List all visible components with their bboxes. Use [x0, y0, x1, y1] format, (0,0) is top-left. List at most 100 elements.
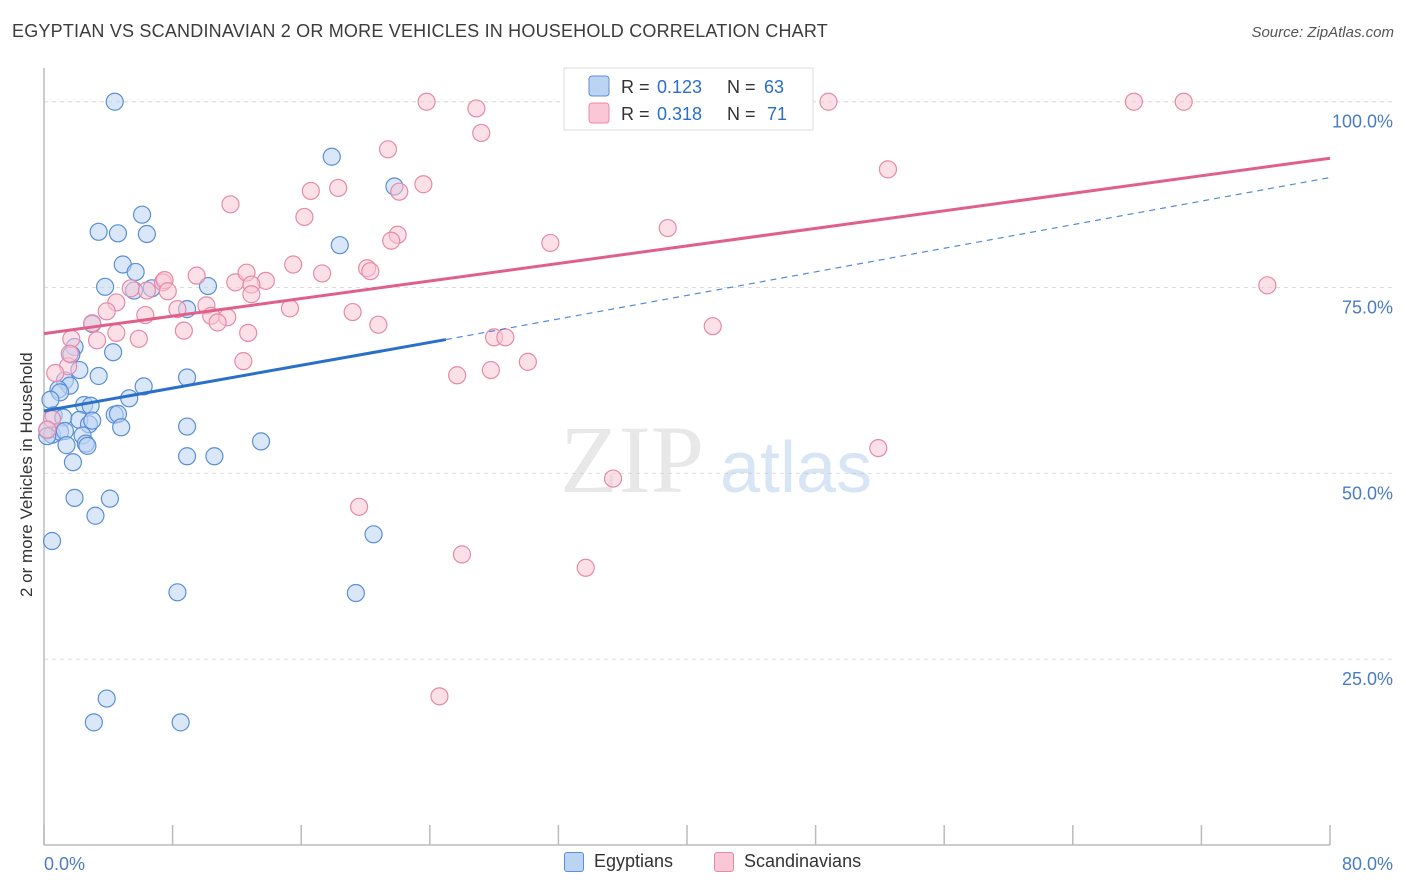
scandinavians-point: [417, 92, 436, 111]
scandinavians-point: [541, 233, 560, 253]
scandinavians-point: [448, 366, 467, 385]
x-tick-label-max: 80.0%: [1342, 854, 1393, 874]
legend-scandinavians-n-value: 71: [767, 104, 787, 124]
scandinavians-point: [369, 315, 388, 334]
scandinavians-point: [121, 279, 140, 298]
scandinavians-point: [658, 218, 677, 238]
y-tick-label: 100.0%: [1332, 112, 1393, 132]
scandinavians-point: [472, 123, 491, 143]
scandinavians-point: [97, 302, 116, 321]
legend-bottom-egyptians[interactable]: Egyptians: [564, 851, 673, 872]
y-tick-label: 75.0%: [1342, 298, 1393, 318]
egyptians-point: [86, 506, 105, 525]
egyptians-point: [42, 531, 62, 551]
egyptians-trend-extension: [445, 176, 1331, 341]
scandinavians-point: [107, 323, 126, 342]
scandinavians-point: [46, 363, 65, 383]
egyptians-points: [38, 92, 404, 732]
scandinavians-point: [452, 545, 472, 564]
y-axis-label: 2 or more Vehicles in Household: [17, 352, 36, 597]
scandinavians-point: [1174, 92, 1193, 111]
egyptians-point: [168, 583, 187, 602]
legend-bottom-scandinavians[interactable]: Scandinavians: [714, 851, 861, 872]
scandinavians-point: [60, 344, 79, 363]
trend-lines: [43, 156, 1331, 413]
scandinavians-point: [603, 469, 623, 488]
zipatlas-watermark: ZIP atlas: [560, 406, 872, 513]
egyptians-point: [346, 583, 365, 603]
watermark-atlas: atlas: [720, 428, 872, 508]
egyptians-point: [177, 417, 197, 436]
scandinavians-point: [382, 231, 401, 250]
legend-bottom: Egyptians Scandinavians: [0, 851, 1406, 879]
scandinavians-point: [312, 264, 332, 283]
scandinavians-point: [242, 285, 261, 304]
egyptians-point: [134, 377, 153, 396]
egyptians-point: [132, 205, 152, 224]
watermark-zip: ZIP: [560, 406, 704, 513]
scandinavians-point: [467, 99, 486, 118]
legend-scandinavians-r-label: R =: [621, 104, 650, 124]
scandinavians-point: [390, 182, 409, 201]
egyptians-point: [112, 418, 131, 437]
egyptians-point: [104, 343, 123, 362]
legend-bottom-scandinavians-label: Scandinavians: [744, 851, 862, 871]
scandinavians-point: [174, 321, 193, 340]
scandinavians-point: [129, 329, 148, 348]
egyptians-point: [100, 489, 120, 508]
scandinavians-point: [1124, 92, 1143, 111]
scandinavians-point: [284, 255, 303, 274]
scandinavians-point: [329, 178, 348, 198]
egyptians-point: [63, 453, 83, 472]
scandinavians-point: [703, 317, 722, 336]
egyptians-point: [108, 224, 128, 243]
egyptians-point: [84, 713, 103, 732]
scandinavians-point: [576, 558, 595, 577]
scandinavians-trend-line: [43, 156, 1331, 336]
scandinavians-point: [361, 262, 380, 281]
legend-bottom-egyptians-label: Egyptians: [594, 851, 674, 871]
scandinavians-point: [378, 140, 398, 159]
egyptians-point: [83, 411, 102, 430]
scandinavians-point: [38, 420, 57, 439]
scandinavians-point: [301, 181, 320, 201]
legend-scandinavians-swatch: [588, 102, 610, 124]
scandinavians-point: [819, 92, 838, 111]
tick-labels: 25.0% 50.0% 75.0% 100.0% 0.0% 80.0%: [44, 112, 1393, 874]
egyptians-point: [105, 92, 124, 111]
scandinavians-point: [1258, 276, 1277, 295]
egyptians-point: [177, 447, 197, 466]
egyptians-point: [171, 713, 190, 732]
legend-top: R = 0.123 N = 63 R = 0.318 N = 71: [563, 67, 814, 131]
scandinavians-point: [280, 299, 300, 318]
legend-scandinavians-n-label: N =: [727, 104, 756, 124]
legend-egyptians-swatch: [588, 75, 610, 97]
egyptians-point: [137, 224, 156, 244]
y-tick-label: 25.0%: [1342, 669, 1393, 689]
egyptians-point: [97, 689, 116, 708]
scandinavians-point: [239, 323, 258, 342]
scandinavians-point: [481, 360, 500, 380]
egyptians-point: [330, 236, 349, 255]
egyptians-point: [78, 436, 97, 455]
axes: [43, 68, 1331, 846]
scandinavians-point: [414, 175, 433, 194]
scandinavians-point: [349, 497, 369, 516]
scandinavians-point: [295, 207, 314, 227]
scandinavians-points: [38, 92, 1277, 706]
scandinavians-point: [208, 313, 227, 332]
egyptians-point: [198, 276, 218, 296]
legend-bottom-scandinavians-swatch: [714, 851, 734, 872]
egyptians-point: [89, 366, 108, 386]
scandinavians-point: [878, 160, 898, 179]
scandinavians-point: [158, 282, 177, 301]
legend-egyptians-n-label: N =: [727, 77, 756, 97]
legend-egyptians-n-value: 63: [764, 77, 784, 97]
legend-bottom-egyptians-swatch: [564, 851, 584, 872]
chart-title: EGYPTIAN VS SCANDINAVIAN 2 OR MORE VEHIC…: [12, 21, 828, 41]
egyptians-point: [364, 525, 383, 544]
egyptians-point: [322, 147, 341, 166]
scandinavians-point: [430, 687, 449, 706]
chart-source: Source: ZipAtlas.com: [1251, 24, 1394, 41]
